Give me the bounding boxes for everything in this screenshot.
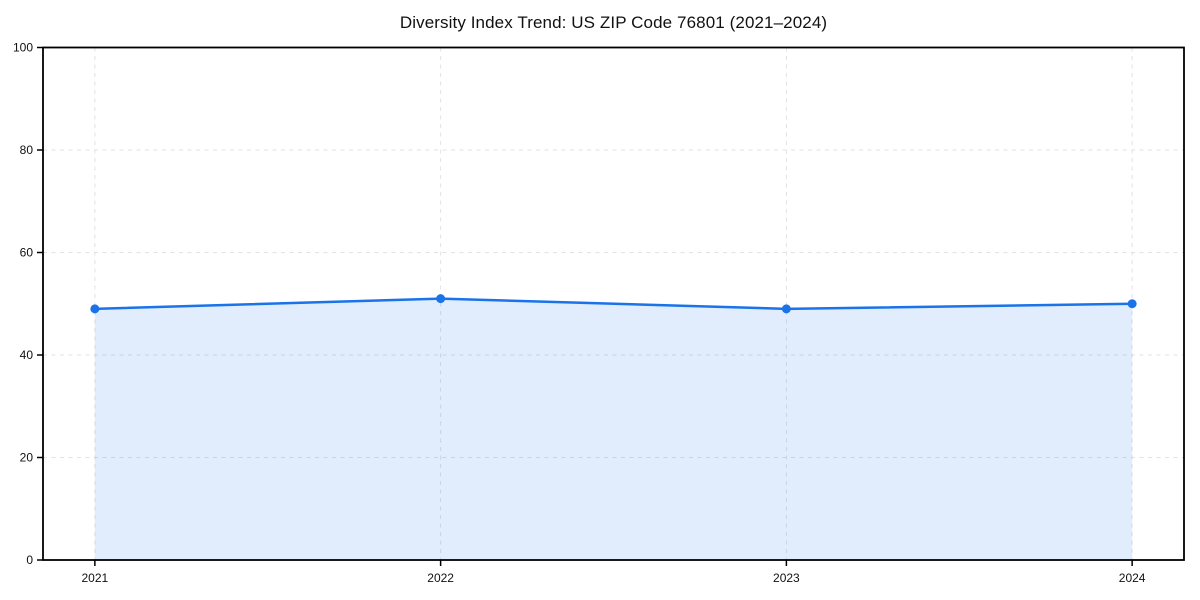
y-tick-label: 40 xyxy=(20,348,34,362)
y-tick-label: 100 xyxy=(13,41,33,55)
tick-labels: 0 20 40 60 80 100 2021 2022 2023 2024 xyxy=(13,41,1146,586)
axes-spines xyxy=(42,46,1185,561)
y-tick-label: 60 xyxy=(20,246,34,260)
y-tick-label: 0 xyxy=(26,553,33,567)
data-point-marker xyxy=(90,304,100,314)
x-tick-label: 2023 xyxy=(773,571,800,585)
grid-lines xyxy=(43,47,1184,560)
area-fill xyxy=(94,298,1133,560)
x-tick-label: 2024 xyxy=(1119,571,1146,585)
x-tick-label: 2021 xyxy=(82,571,109,585)
chart-title: Diversity Index Trend: US ZIP Code 76801… xyxy=(399,13,828,32)
data-point-marker xyxy=(1127,299,1137,309)
tick-marks xyxy=(37,46,1133,566)
y-tick-label: 80 xyxy=(20,143,34,157)
trend-line xyxy=(93,297,1134,311)
data-point-marker xyxy=(436,294,446,304)
x-tick-label: 2022 xyxy=(427,571,454,585)
data-points xyxy=(90,294,1137,314)
data-point-marker xyxy=(781,304,791,314)
y-tick-label: 20 xyxy=(20,451,34,465)
